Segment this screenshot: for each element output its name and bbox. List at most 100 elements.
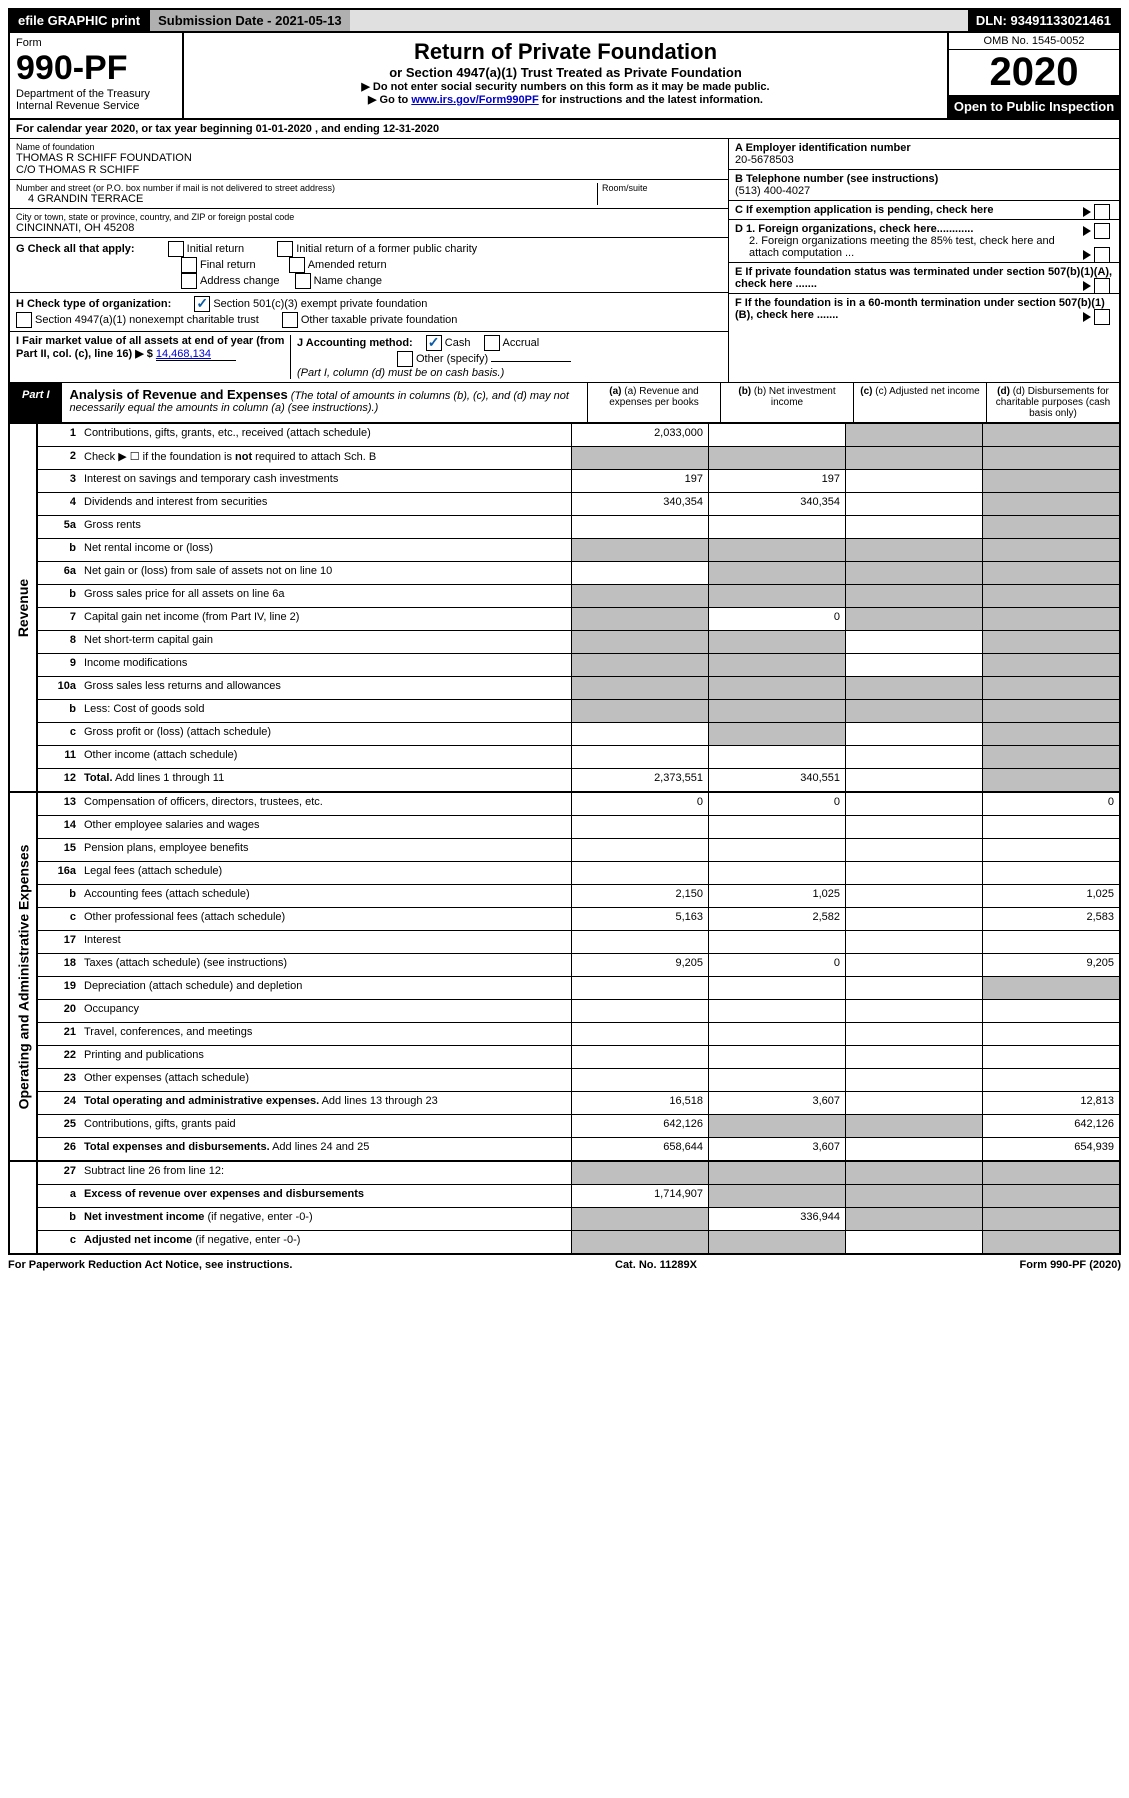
table-row: 17Interest [38, 931, 1119, 954]
h-501c3-checkbox[interactable] [194, 296, 210, 312]
line-number: 20 [38, 1000, 80, 1022]
addr-label: Number and street (or P.O. box number if… [16, 183, 597, 193]
g-amended-checkbox[interactable] [289, 257, 305, 273]
line-number: b [38, 539, 80, 561]
cell-c [845, 654, 982, 676]
cell-a [571, 562, 708, 584]
d1: D 1. Foreign organizations, check here..… [735, 223, 973, 235]
cell-d [982, 470, 1119, 492]
g-namechange-checkbox[interactable] [295, 273, 311, 289]
h-4947-checkbox[interactable] [16, 312, 32, 328]
e-checkbox[interactable] [1094, 278, 1110, 294]
cell-d [982, 654, 1119, 676]
d1-checkbox[interactable] [1094, 223, 1110, 239]
cell-b [708, 447, 845, 469]
line-label: Accounting fees (attach schedule) [80, 885, 571, 907]
col-c-header: (c) (c) Adjusted net income [853, 383, 986, 422]
cell-d: 2,583 [982, 908, 1119, 930]
j-cash-checkbox[interactable] [426, 335, 442, 351]
addr-row: Number and street (or P.O. box number if… [10, 180, 728, 209]
line-label: Contributions, gifts, grants, etc., rece… [80, 424, 571, 446]
line-number: b [38, 585, 80, 607]
ein: 20-5678503 [735, 154, 1113, 166]
cell-d: 1,025 [982, 885, 1119, 907]
g-opt-4: Amended return [308, 259, 387, 271]
cell-c [845, 793, 982, 815]
calendar-year-row: For calendar year 2020, or tax year begi… [8, 120, 1121, 139]
line-number: 3 [38, 470, 80, 492]
name-label: Name of foundation [16, 142, 722, 152]
part1-title: Analysis of Revenue and Expenses [70, 387, 288, 402]
cell-c [845, 1092, 982, 1114]
form990pf-link[interactable]: www.irs.gov/Form990PF [411, 94, 538, 106]
note2-pre: ▶ Go to [368, 94, 411, 106]
form-number: 990-PF [16, 49, 176, 88]
line-label: Check ▶ ☐ if the foundation is not requi… [80, 447, 571, 469]
ij-row: I Fair market value of all assets at end… [10, 332, 728, 382]
table-row: 6aNet gain or (loss) from sale of assets… [38, 562, 1119, 585]
line-number: c [38, 1231, 80, 1253]
arrow-icon [1083, 226, 1091, 236]
cell-a: 2,150 [571, 885, 708, 907]
cell-d [982, 1208, 1119, 1230]
arrow-icon [1083, 207, 1091, 217]
page-footer: For Paperwork Reduction Act Notice, see … [8, 1255, 1121, 1271]
line-label: Pension plans, employee benefits [80, 839, 571, 861]
g-final-checkbox[interactable] [181, 257, 197, 273]
g-initial-former-checkbox[interactable] [277, 241, 293, 257]
line-number: c [38, 723, 80, 745]
opex-side-text: Operating and Administrative Expenses [15, 844, 31, 1109]
table-row: 25Contributions, gifts, grants paid642,1… [38, 1115, 1119, 1138]
j-other-checkbox[interactable] [397, 351, 413, 367]
cell-d [982, 862, 1119, 884]
cell-b [708, 700, 845, 722]
arrow-icon [1083, 250, 1091, 260]
g-addrchange-checkbox[interactable] [181, 273, 197, 289]
h-other-checkbox[interactable] [282, 312, 298, 328]
e-row: E If private foundation status was termi… [729, 263, 1119, 294]
c-checkbox[interactable] [1094, 204, 1110, 220]
g-initial-checkbox[interactable] [168, 241, 184, 257]
cell-a [571, 1046, 708, 1068]
table-row: 24Total operating and administrative exp… [38, 1092, 1119, 1115]
cell-c [845, 677, 982, 699]
cell-b: 340,551 [708, 769, 845, 791]
cell-c [845, 1231, 982, 1253]
table-row: cAdjusted net income (if negative, enter… [38, 1231, 1119, 1253]
header-mid: Return of Private Foundation or Section … [184, 33, 947, 118]
line-label: Gross rents [80, 516, 571, 538]
line-label: Capital gain net income (from Part IV, l… [80, 608, 571, 630]
cell-c [845, 816, 982, 838]
omb: OMB No. 1545-0052 [949, 33, 1119, 50]
table-row: aExcess of revenue over expenses and dis… [38, 1185, 1119, 1208]
line-number: 24 [38, 1092, 80, 1114]
g-opt-2: Address change [200, 275, 280, 287]
opex-rows: 13Compensation of officers, directors, t… [38, 793, 1119, 1160]
dept: Department of the Treasury [16, 88, 176, 100]
cell-b: 1,025 [708, 885, 845, 907]
j-accrual-checkbox[interactable] [484, 335, 500, 351]
table-row: bNet investment income (if negative, ent… [38, 1208, 1119, 1231]
table-row: 14Other employee salaries and wages [38, 816, 1119, 839]
cell-b [708, 631, 845, 653]
i-value-link[interactable]: 14,468,134 [156, 348, 236, 361]
cell-d [982, 816, 1119, 838]
f-label: F If the foundation is in a 60-month ter… [735, 297, 1105, 321]
cell-a: 658,644 [571, 1138, 708, 1160]
cell-d [982, 769, 1119, 791]
cell-c [845, 516, 982, 538]
cell-d [982, 1046, 1119, 1068]
j-other: Other (specify) [416, 353, 488, 365]
cell-c [845, 1115, 982, 1137]
cell-b [708, 816, 845, 838]
cell-d [982, 1069, 1119, 1091]
d2-checkbox[interactable] [1094, 247, 1110, 263]
f-checkbox[interactable] [1094, 309, 1110, 325]
col-b-header: (b) (b) Net investment income [720, 383, 853, 422]
line-number: 19 [38, 977, 80, 999]
cell-b: 2,582 [708, 908, 845, 930]
line-label: Occupancy [80, 1000, 571, 1022]
cell-d [982, 677, 1119, 699]
city: CINCINNATI, OH 45208 [16, 222, 722, 234]
c-label: C If exemption application is pending, c… [735, 204, 994, 216]
